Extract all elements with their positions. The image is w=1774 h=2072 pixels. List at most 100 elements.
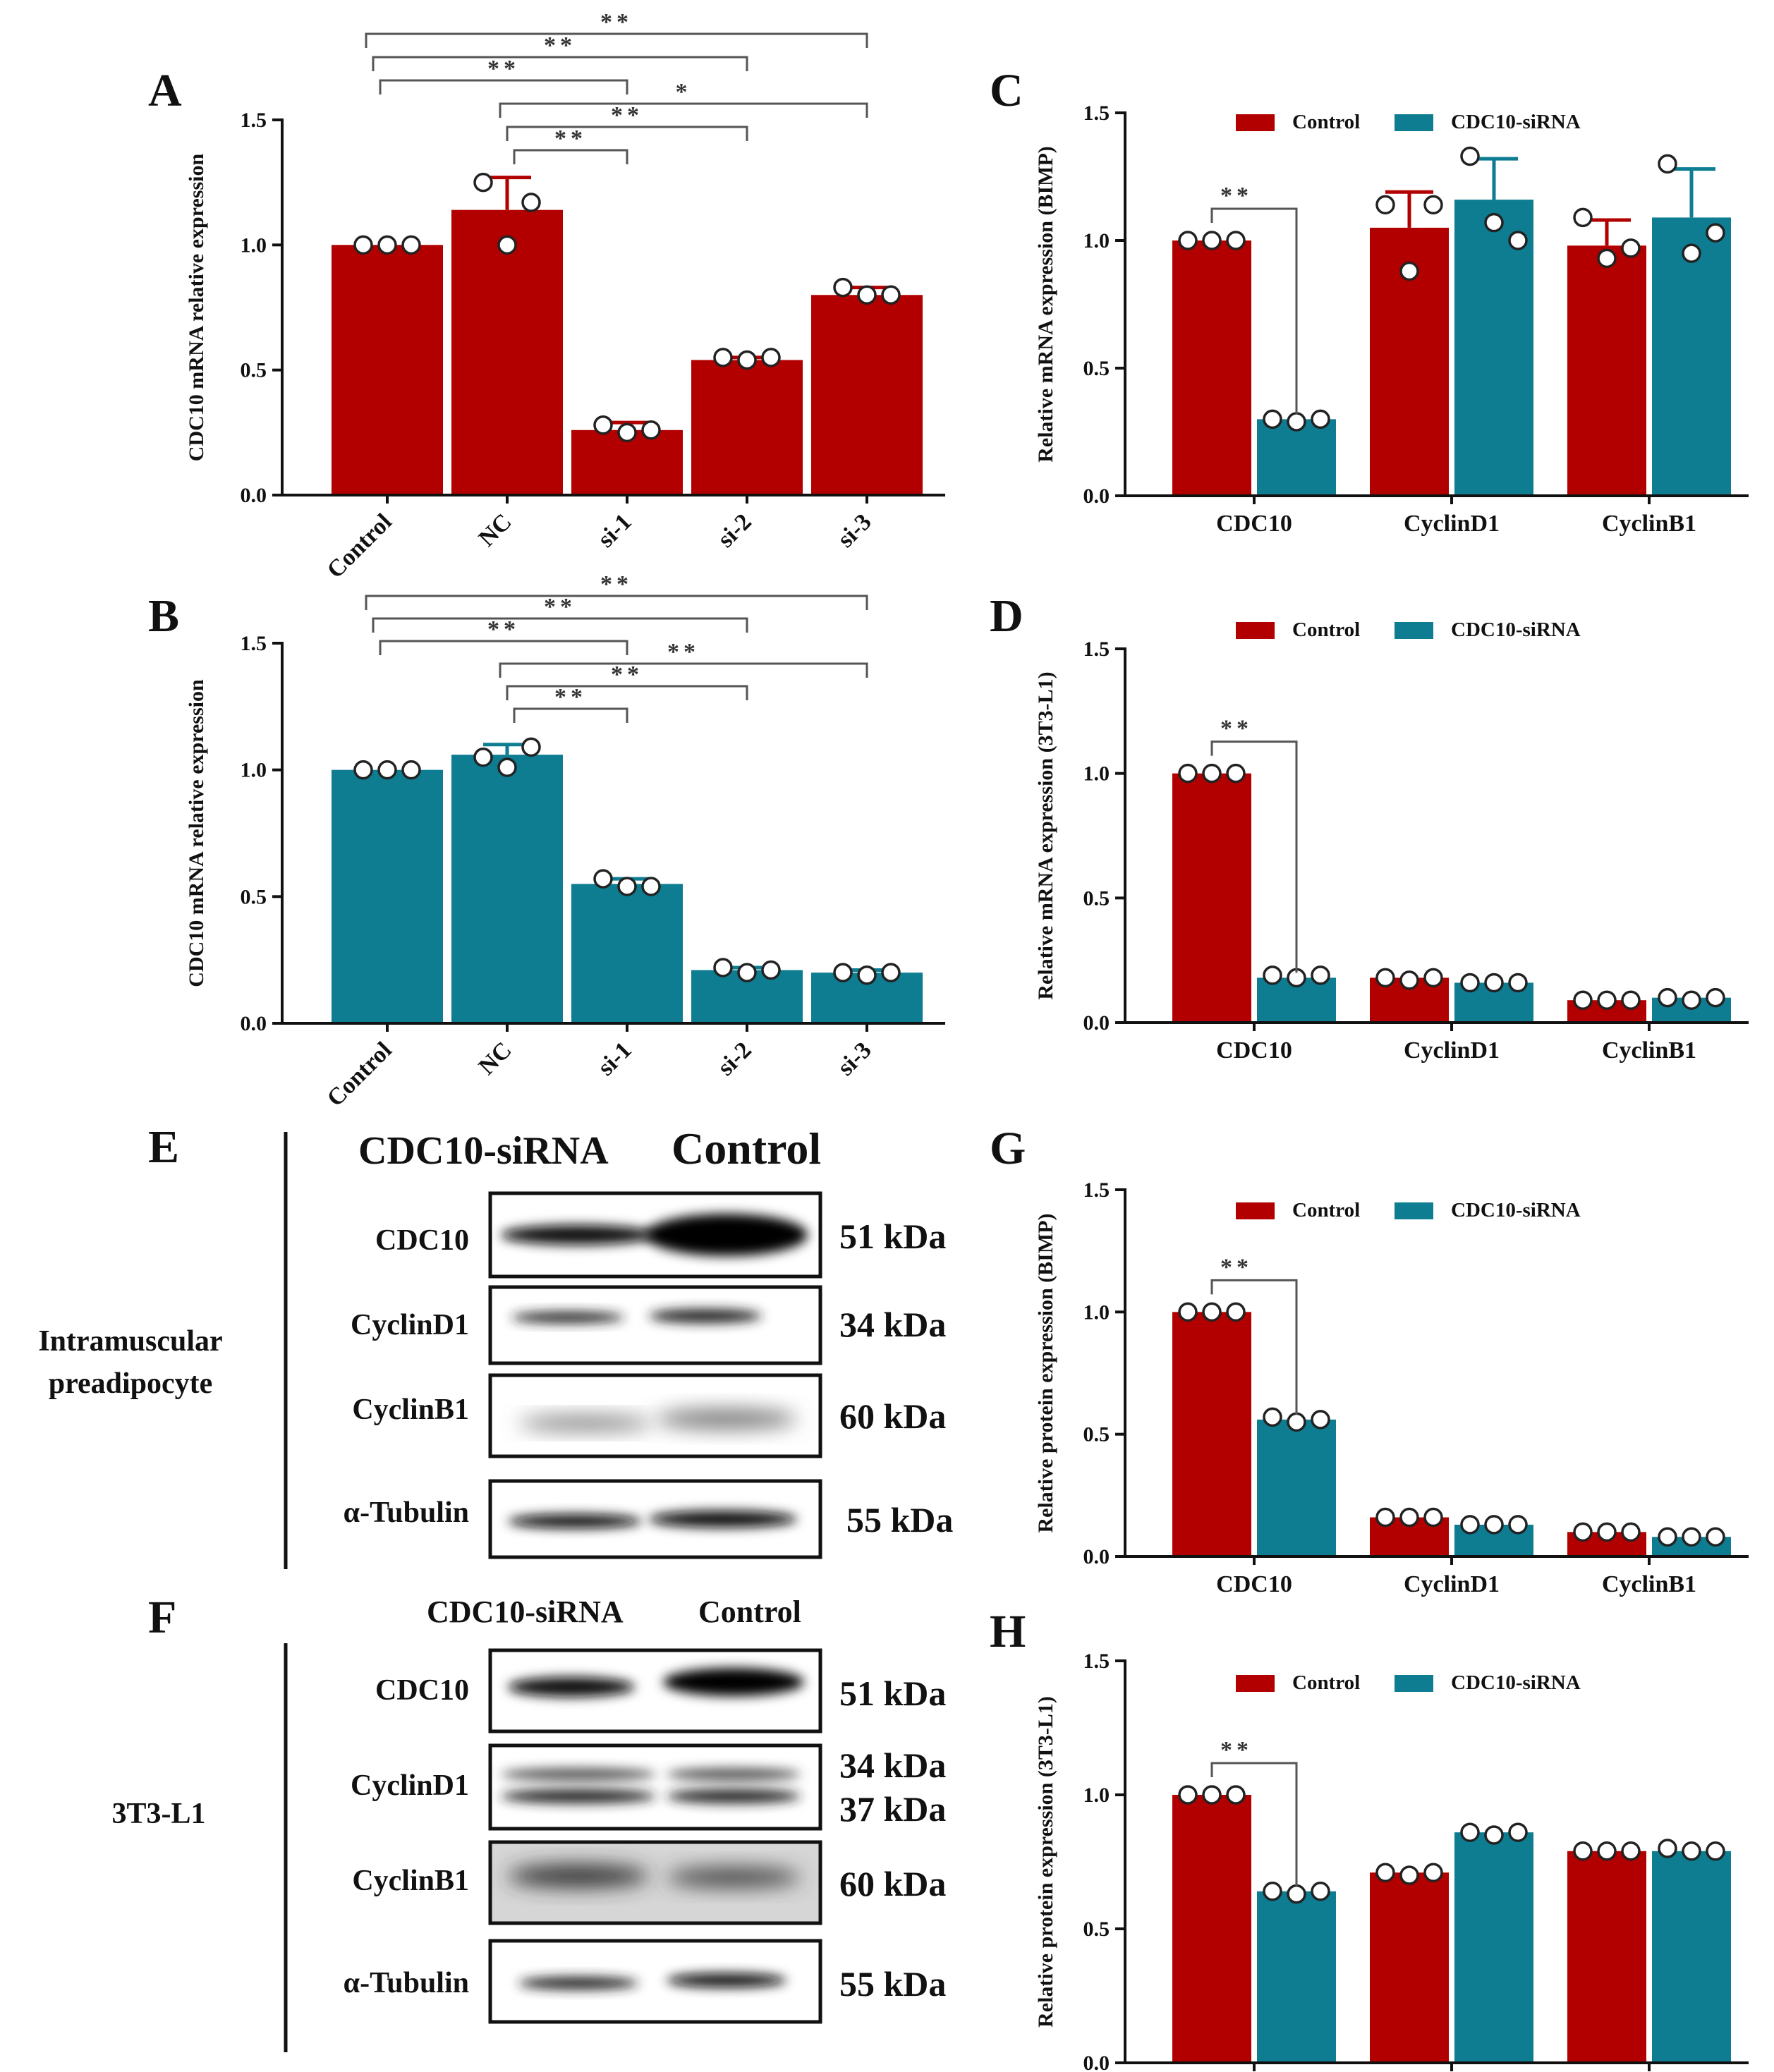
data-point: [1202, 1302, 1222, 1322]
blot-E-kda: 55 kDa: [846, 1500, 953, 1540]
blot-panel-F: F CDC10-siRNA Control 3T3-L1 CDC10 51 kD…: [111, 1592, 946, 2052]
blot-E-row-label: CyclinB1: [352, 1394, 469, 1426]
legend-swatch-sirna: [1395, 1675, 1433, 1692]
significance-label: *: [676, 79, 692, 105]
data-point: [1423, 1863, 1443, 1882]
data-point: [1263, 965, 1282, 985]
blot-F-row-label: CyclinB1: [352, 1865, 469, 1897]
blot-band: [518, 1416, 652, 1430]
blot-band: [667, 1867, 801, 1887]
data-point: [1597, 1841, 1617, 1861]
y-tick-label: 1.5: [241, 109, 267, 132]
y-tick-label: 0.0: [241, 1012, 267, 1035]
data-point: [1706, 1841, 1725, 1861]
data-point: [497, 757, 517, 777]
significance-label: **: [667, 639, 700, 665]
blot-band: [508, 1677, 635, 1697]
y-tick-label: 0.0: [1083, 1545, 1110, 1568]
legend-label-sirna: CDC10-siRNA: [1451, 111, 1581, 133]
data-point: [1226, 763, 1246, 784]
y-tick-label: 1.5: [241, 632, 267, 655]
data-point: [401, 760, 421, 780]
data-point: [1508, 1822, 1528, 1842]
data-point: [1178, 1302, 1198, 1322]
x-tick-label: CyclinD1: [1404, 511, 1500, 537]
data-point: [713, 348, 733, 367]
data-point: [1287, 1412, 1306, 1432]
blot-F-row-label: α-Tubulin: [344, 1967, 469, 1999]
blot-E-header-sirna: CDC10-siRNA: [358, 1129, 609, 1173]
bar-A-si-2: [691, 360, 803, 495]
y-axis-label: Relative protein expression (3T3-L1): [1034, 1696, 1057, 2028]
x-tick-label: Control: [322, 508, 397, 583]
data-point: [737, 963, 757, 982]
panel-label-H: H: [990, 1606, 1026, 1657]
significance-label: **: [487, 56, 520, 82]
significance-bracket: [1210, 1762, 1298, 1887]
bar-H-CDC10-siRNA-CyclinD1: [1454, 1832, 1533, 2063]
data-point: [1202, 1785, 1222, 1805]
x-tick-label: CyclinD1: [1404, 1571, 1500, 1597]
significance-label: **: [544, 32, 576, 59]
significance-bracket: [365, 32, 868, 48]
data-point: [1423, 195, 1443, 215]
data-point: [1460, 146, 1480, 166]
bar-D-Control-CDC10: [1172, 773, 1251, 1023]
significance-label: **: [554, 126, 587, 152]
blot-band: [667, 1973, 786, 1987]
y-tick-label: 1.0: [1083, 1300, 1110, 1324]
data-point: [737, 350, 757, 370]
significance-label: **: [544, 594, 576, 620]
chart-panels: A 0.0 0.5 1.0 1.5 CDC10 mRNA relative express…: [148, 9, 1749, 2072]
bar-H-Control-CDC10: [1172, 1795, 1251, 2063]
y-tick-label: 1.5: [1083, 1650, 1110, 1673]
significance-bracket: [513, 149, 628, 164]
data-point: [593, 869, 613, 889]
legend-label-control: Control: [1292, 1671, 1360, 1694]
significance-bracket: [365, 595, 868, 610]
data-point: [1484, 973, 1504, 993]
bar-H-CDC10-siRNA-CDC10: [1257, 1891, 1336, 2063]
data-point: [1658, 154, 1677, 174]
significance-bracket: [372, 56, 748, 71]
bar-G-CDC10-siRNA-CDC10: [1257, 1419, 1336, 1556]
data-point: [1460, 1515, 1480, 1535]
y-tick-label: 0.0: [1083, 2052, 1110, 2072]
data-point: [1226, 231, 1246, 250]
y-tick-label: 0.0: [241, 484, 267, 507]
y-axis-label: CDC10 mRNA relative expression: [185, 154, 208, 462]
data-point: [1573, 1841, 1593, 1861]
data-point: [1621, 1522, 1641, 1542]
data-point: [1706, 223, 1725, 243]
data-point: [1658, 1839, 1677, 1858]
data-point: [1484, 1825, 1504, 1845]
significance-bracket: [513, 707, 628, 723]
blot-F-membrane-cyclind1: [488, 1743, 822, 1831]
data-point: [1682, 243, 1701, 263]
bar-A-si-3: [811, 295, 923, 495]
x-tick-label: CyclinD1: [1404, 1037, 1500, 1064]
data-point: [1399, 1865, 1419, 1885]
data-point: [353, 760, 373, 780]
data-point: [1202, 763, 1222, 784]
significance-label: **: [600, 571, 633, 597]
x-tick-label: CyclinB1: [1602, 1571, 1696, 1597]
blot-band: [508, 1865, 649, 1887]
legend-swatch-control: [1236, 622, 1275, 639]
x-tick-label: NC: [474, 1037, 517, 1080]
x-tick-label: CDC10: [1216, 511, 1292, 537]
legend-swatch-sirna: [1395, 1202, 1433, 1219]
significance-bracket: [1210, 207, 1298, 415]
panel-label-B: B: [148, 590, 179, 642]
significance-bracket: [499, 102, 868, 118]
data-point: [857, 965, 877, 985]
significance-label: **: [1220, 1254, 1253, 1280]
chart-B: B 0.0 0.5 1.0 1.5 CDC10 mRNA relative express…: [148, 571, 945, 1111]
y-tick-label: 0.5: [241, 359, 267, 382]
data-point: [1658, 987, 1677, 1008]
y-tick-label: 0.5: [1083, 357, 1110, 380]
significance-label: **: [1220, 716, 1253, 742]
y-tick-label: 1.5: [1083, 102, 1110, 125]
blot-F-header-control: Control: [698, 1595, 801, 1629]
data-point: [1399, 970, 1419, 990]
